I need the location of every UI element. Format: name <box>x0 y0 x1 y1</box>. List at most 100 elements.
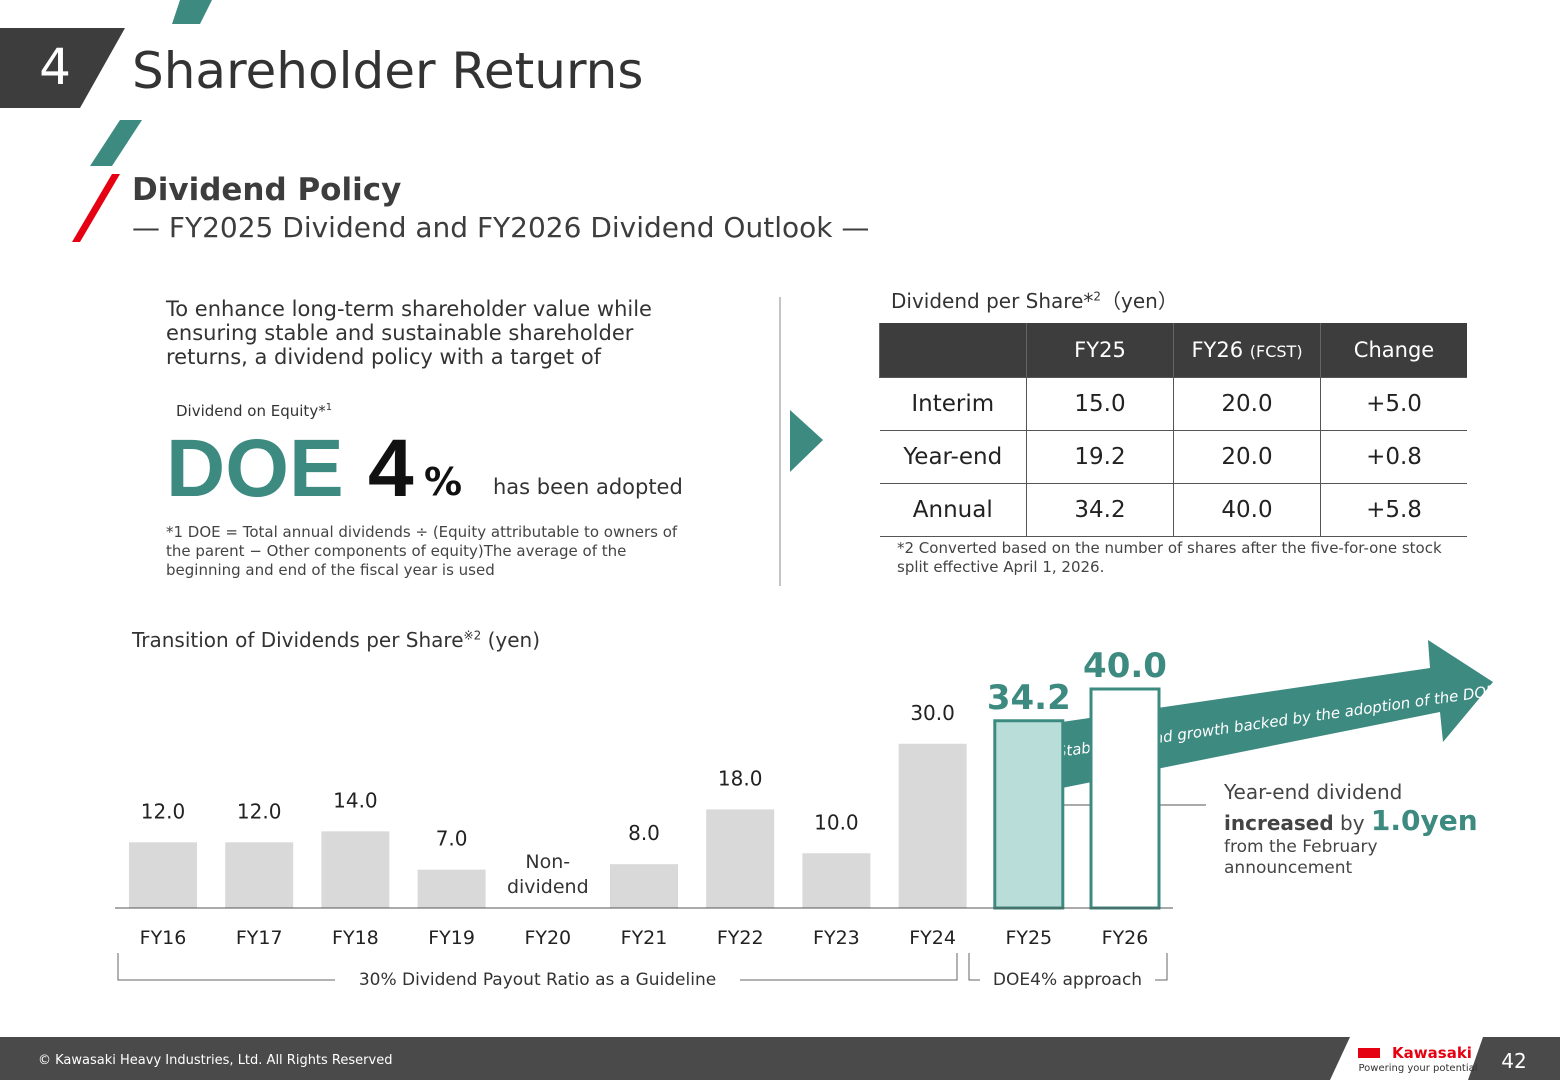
bar <box>993 719 1065 910</box>
x-tick-label: FY17 <box>236 927 283 949</box>
cell: 15.0 <box>1026 377 1174 431</box>
x-tick-label: FY16 <box>140 927 187 949</box>
tagline: Powering your potential <box>1358 1063 1477 1074</box>
cell: 20.0 <box>1173 377 1321 431</box>
value-label: 8.0 <box>628 821 660 845</box>
deco <box>172 0 212 24</box>
value-label: 12.0 <box>141 799 186 823</box>
bar <box>706 809 775 908</box>
callout-bold: increased <box>1224 811 1334 835</box>
x-tick-label: FY18 <box>332 927 379 949</box>
section-number: 4 <box>39 38 71 96</box>
header-row: FY25 FY26 (FCST) Change <box>879 323 1467 378</box>
bracket <box>117 953 335 981</box>
cell: 20.0 <box>1173 430 1321 484</box>
value-label: 7.0 <box>436 827 468 851</box>
table-title-text: Dividend per Share* <box>891 289 1094 313</box>
doe-unit: % <box>424 460 463 504</box>
value-label: 18.0 <box>718 766 763 790</box>
bracket <box>968 953 980 981</box>
x-tick-label: FY25 <box>1005 927 1052 949</box>
bar <box>321 831 390 908</box>
brand: Kawasaki <box>1392 1044 1472 1062</box>
bar <box>1089 687 1161 910</box>
bar <box>802 853 871 908</box>
x-tick-label: FY21 <box>621 927 668 949</box>
x-tick-label: FY26 <box>1102 927 1149 949</box>
column-header: Change <box>1320 323 1467 378</box>
cell: 40.0 <box>1173 483 1321 537</box>
deco <box>90 120 142 166</box>
table-row: Interim 15.0 20.0 +5.0 <box>879 377 1467 431</box>
growth-arrow <box>1062 640 1493 788</box>
cell: Annual <box>879 483 1027 537</box>
cell: Interim <box>879 377 1027 431</box>
bar <box>417 869 486 908</box>
section-subtitle: — FY2025 Dividend and FY2026 Dividend Ou… <box>132 211 870 244</box>
footer-bar <box>0 1037 1560 1080</box>
callout: Year-end dividend increased by 1.0yen fr… <box>1224 780 1484 879</box>
cell: 34.2 <box>1026 483 1174 537</box>
group-label: DOE4% approach <box>992 970 1143 990</box>
deco <box>72 174 120 242</box>
adopted: has been adopted <box>493 475 683 499</box>
x-tick-label: FY19 <box>428 927 475 949</box>
x-tick-label: FY22 <box>717 927 764 949</box>
logo-plate <box>1330 1037 1483 1080</box>
value-label: 10.0 <box>814 810 859 834</box>
section-title: Dividend Policy <box>132 172 402 208</box>
doe-label-text: Dividend on Equity* <box>176 402 326 420</box>
table-row: Annual 34.2 40.0 +5.8 <box>879 483 1467 537</box>
non-dividend: Non-dividend <box>506 851 589 898</box>
page-title: Shareholder Returns <box>132 42 644 100</box>
column-label: FY25 <box>1074 338 1126 362</box>
policy-text: To enhance long-term shareholder value w… <box>166 297 652 369</box>
cell: +5.8 <box>1320 483 1467 537</box>
column-label: Change <box>1353 338 1435 362</box>
chart-title-note: ※2 <box>463 628 482 643</box>
x-tick-label: FY24 <box>909 927 956 949</box>
table-unit: （yen） <box>1101 289 1178 313</box>
callout-amount: 1.0yen <box>1370 804 1478 837</box>
doe-label: Dividend on Equity*1 <box>176 402 332 420</box>
column-label: FY26 <box>1191 338 1244 362</box>
bar <box>129 842 197 908</box>
x-tick-label: FY23 <box>813 927 860 949</box>
chart-title-text: Transition of Dividends per Share <box>132 628 464 652</box>
value-label: 12.0 <box>237 799 282 823</box>
callout-line1: Year-end dividend <box>1224 780 1403 804</box>
x-tick-label: FY20 <box>524 927 571 949</box>
forecast-label: (FCST) <box>1249 342 1303 361</box>
bar <box>898 743 967 908</box>
value-label: 14.0 <box>333 788 378 812</box>
copyright: © Kawasaki Heavy Industries, Ltd. All Ri… <box>38 1053 392 1068</box>
value-label: 34.2 <box>987 678 1071 718</box>
cell: 19.2 <box>1026 430 1174 484</box>
callout-by: by <box>1340 811 1365 835</box>
cell: Year-end <box>879 430 1027 484</box>
page-number: 42 <box>1501 1049 1526 1073</box>
section-badge <box>0 28 125 108</box>
table-note: *2 Converted based on the number of shar… <box>897 539 1442 576</box>
chart-unit: (yen) <box>487 628 540 652</box>
table-title: Dividend per Share*2（yen） <box>891 285 1178 314</box>
doe-note: *1 DOE = Total annual dividends ÷ (Equit… <box>166 523 678 579</box>
value-label: 30.0 <box>910 701 955 725</box>
doe-value: 4 <box>368 423 414 514</box>
column-header: FY25 <box>1026 323 1174 378</box>
doe-label-note: 1 <box>325 402 333 413</box>
cell: +5.0 <box>1320 377 1467 431</box>
group-label: 30% Dividend Payout Ratio as a Guideline <box>335 970 740 990</box>
bracket <box>1155 953 1168 981</box>
column-header: FY26 (FCST) <box>1173 323 1321 378</box>
bar <box>610 864 678 908</box>
dividend-table: FY25 FY26 (FCST) Change Interim 15.0 20.0 +5.0… <box>879 323 1467 537</box>
table-row: Year-end 19.2 20.0 +0.8 <box>879 430 1467 484</box>
callout-rest: from the February announcement <box>1224 837 1378 878</box>
value-label: 40.0 <box>1083 646 1167 686</box>
doe: DOE <box>166 423 344 514</box>
logo-mark <box>1358 1048 1380 1058</box>
corner-cell <box>879 323 1027 378</box>
